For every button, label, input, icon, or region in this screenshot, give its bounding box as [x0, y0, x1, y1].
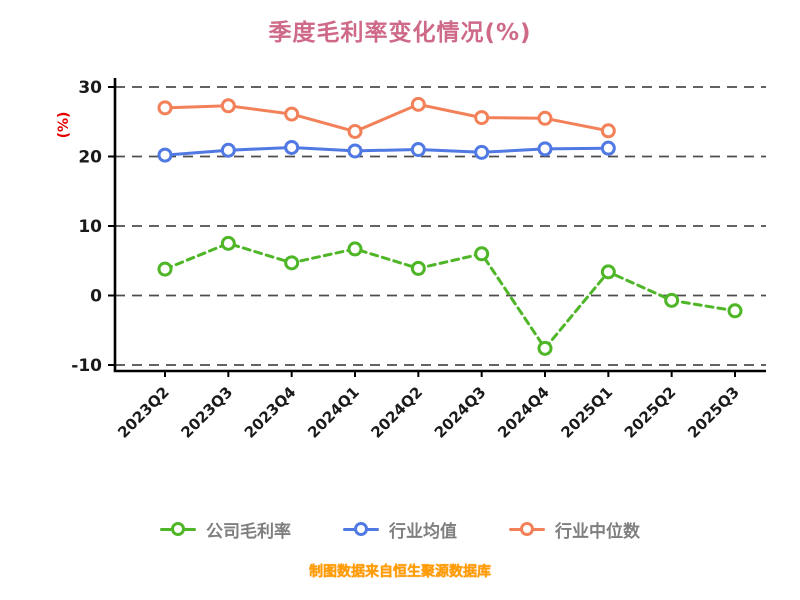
legend-item-company-margin: 公司毛利率 [160, 517, 291, 542]
svg-text:2023Q4: 2023Q4 [241, 383, 300, 442]
svg-text:2025Q1: 2025Q1 [558, 383, 617, 442]
legend: 公司毛利率 行业均值 行业中位数 [0, 515, 800, 543]
chart-svg: 30 20 10 0 -10 2023Q2 2023Q3 2023Q4 2024Q1 2024Q2… [56, 78, 766, 442]
svg-text:0: 0 [90, 287, 102, 307]
legend-item-industry-median: 行业中位数 [509, 517, 640, 542]
svg-text:2025Q2: 2025Q2 [621, 383, 680, 442]
svg-text:2023Q3: 2023Q3 [178, 383, 237, 442]
legend-label-industry-mean: 行业均值 [389, 521, 457, 542]
svg-text:2025Q3: 2025Q3 [684, 383, 743, 442]
svg-text:2023Q2: 2023Q2 [114, 383, 173, 442]
legend-marker-industry-median-icon [509, 521, 545, 537]
chart-title: 季度毛利率变化情况(%) [268, 20, 532, 46]
svg-text:2024Q2: 2024Q2 [368, 383, 427, 442]
legend-marker-industry-mean-icon [343, 521, 379, 537]
legend-marker-company-margin-icon [160, 521, 196, 537]
svg-text:10: 10 [78, 217, 102, 237]
legend-label-company-margin: 公司毛利率 [206, 521, 291, 542]
source-note: 制图数据来自恒生聚源数据库 [309, 564, 491, 580]
svg-text:-10: -10 [71, 356, 102, 376]
legend-label-industry-median: 行业中位数 [555, 521, 640, 542]
svg-text:20: 20 [78, 148, 102, 168]
svg-text:2024Q1: 2024Q1 [304, 383, 363, 442]
svg-text:(%): (%) [56, 112, 72, 139]
legend-item-industry-mean: 行业均值 [343, 517, 457, 542]
svg-text:2024Q3: 2024Q3 [431, 383, 490, 442]
svg-text:30: 30 [78, 78, 102, 98]
svg-text:2024Q4: 2024Q4 [494, 383, 553, 442]
